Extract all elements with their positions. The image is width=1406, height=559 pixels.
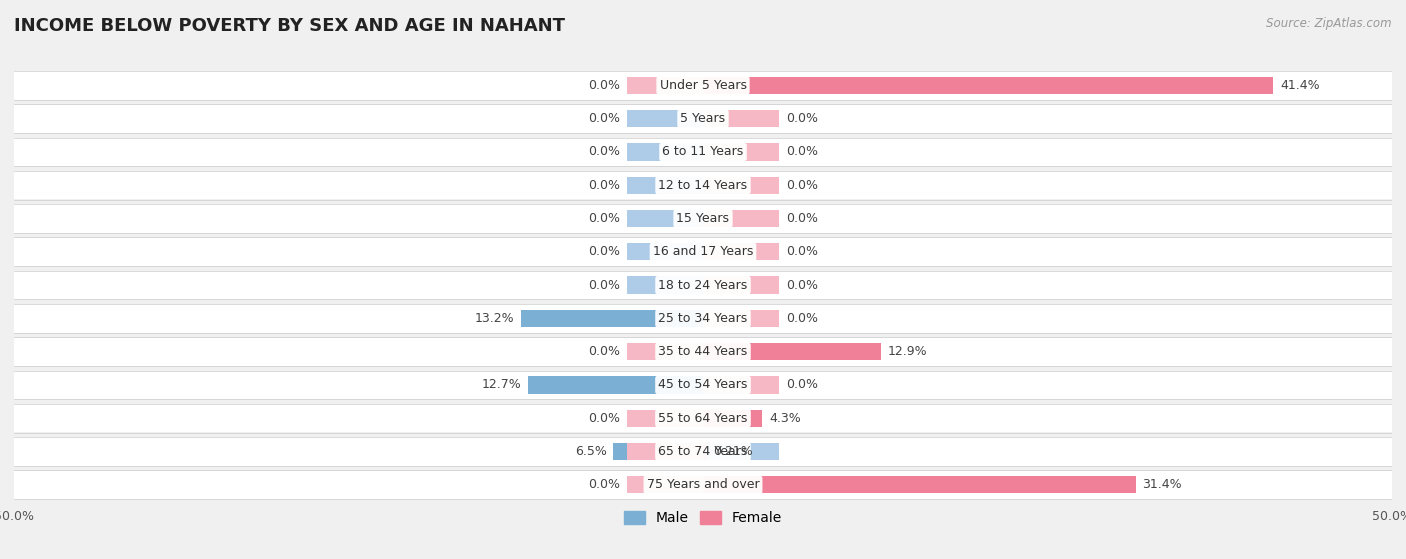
Text: 35 to 44 Years: 35 to 44 Years: [658, 345, 748, 358]
Text: 0.0%: 0.0%: [588, 145, 620, 158]
Text: 6.5%: 6.5%: [575, 445, 606, 458]
Text: 0.21%: 0.21%: [713, 445, 752, 458]
Text: 0.0%: 0.0%: [786, 245, 818, 258]
Bar: [703, 110, 779, 127]
Bar: [703, 343, 880, 361]
Bar: [14, 271, 1392, 299]
Text: 31.4%: 31.4%: [1143, 479, 1182, 491]
Bar: [627, 343, 703, 361]
Bar: [703, 210, 779, 227]
Text: 75 Years and over: 75 Years and over: [647, 479, 759, 491]
Bar: [703, 410, 762, 427]
Bar: [14, 71, 1392, 100]
Bar: [14, 304, 1392, 333]
Text: 0.0%: 0.0%: [786, 278, 818, 292]
Text: 0.0%: 0.0%: [588, 479, 620, 491]
Text: 12.7%: 12.7%: [481, 378, 522, 391]
Text: 25 to 34 Years: 25 to 34 Years: [658, 312, 748, 325]
Bar: [627, 77, 703, 94]
Bar: [627, 210, 703, 227]
Text: 12 to 14 Years: 12 to 14 Years: [658, 179, 748, 192]
Bar: [703, 310, 779, 327]
Bar: [14, 105, 1392, 133]
Bar: [703, 143, 779, 160]
Bar: [703, 443, 706, 460]
Bar: [14, 437, 1392, 466]
Text: 13.2%: 13.2%: [475, 312, 515, 325]
Bar: [627, 343, 703, 361]
Text: 16 and 17 Years: 16 and 17 Years: [652, 245, 754, 258]
Text: 65 to 74 Years: 65 to 74 Years: [658, 445, 748, 458]
Bar: [703, 376, 779, 394]
Text: 0.0%: 0.0%: [588, 112, 620, 125]
Text: 55 to 64 Years: 55 to 64 Years: [658, 412, 748, 425]
Text: 0.0%: 0.0%: [588, 79, 620, 92]
Text: 0.0%: 0.0%: [786, 212, 818, 225]
Text: 0.0%: 0.0%: [786, 378, 818, 391]
Text: Under 5 Years: Under 5 Years: [659, 79, 747, 92]
Bar: [627, 410, 703, 427]
Bar: [14, 171, 1392, 200]
Text: 15 Years: 15 Years: [676, 212, 730, 225]
Bar: [703, 376, 779, 394]
Bar: [522, 310, 703, 327]
Bar: [627, 277, 703, 293]
Bar: [627, 77, 703, 94]
Text: 12.9%: 12.9%: [887, 345, 928, 358]
Bar: [14, 471, 1392, 499]
Text: 0.0%: 0.0%: [588, 278, 620, 292]
Text: 0.0%: 0.0%: [786, 145, 818, 158]
Bar: [627, 243, 703, 260]
Bar: [613, 443, 703, 460]
Bar: [14, 371, 1392, 399]
Bar: [627, 177, 703, 194]
Text: 0.0%: 0.0%: [786, 179, 818, 192]
Text: 0.0%: 0.0%: [588, 345, 620, 358]
Bar: [627, 476, 703, 494]
Text: 0.0%: 0.0%: [588, 212, 620, 225]
Legend: Male, Female: Male, Female: [619, 505, 787, 531]
Bar: [627, 443, 703, 460]
Text: 0.0%: 0.0%: [588, 245, 620, 258]
Bar: [703, 77, 1274, 94]
Bar: [14, 238, 1392, 266]
Bar: [703, 243, 779, 260]
Text: 45 to 54 Years: 45 to 54 Years: [658, 378, 748, 391]
Bar: [703, 277, 779, 293]
Bar: [703, 443, 779, 460]
Bar: [627, 143, 703, 160]
Text: 18 to 24 Years: 18 to 24 Years: [658, 278, 748, 292]
Text: 0.0%: 0.0%: [786, 112, 818, 125]
Bar: [14, 205, 1392, 233]
Text: 4.3%: 4.3%: [769, 412, 801, 425]
Text: 6 to 11 Years: 6 to 11 Years: [662, 145, 744, 158]
Bar: [14, 338, 1392, 366]
Text: 5 Years: 5 Years: [681, 112, 725, 125]
Bar: [14, 404, 1392, 432]
Bar: [703, 177, 779, 194]
Text: Source: ZipAtlas.com: Source: ZipAtlas.com: [1267, 17, 1392, 30]
Text: 0.0%: 0.0%: [588, 412, 620, 425]
Bar: [703, 476, 1136, 494]
Bar: [627, 410, 703, 427]
Text: 0.0%: 0.0%: [588, 179, 620, 192]
Bar: [14, 138, 1392, 166]
Text: 0.0%: 0.0%: [786, 312, 818, 325]
Bar: [529, 376, 703, 394]
Bar: [627, 476, 703, 494]
Text: INCOME BELOW POVERTY BY SEX AND AGE IN NAHANT: INCOME BELOW POVERTY BY SEX AND AGE IN N…: [14, 17, 565, 35]
Bar: [627, 110, 703, 127]
Text: 41.4%: 41.4%: [1281, 79, 1320, 92]
Bar: [703, 310, 779, 327]
